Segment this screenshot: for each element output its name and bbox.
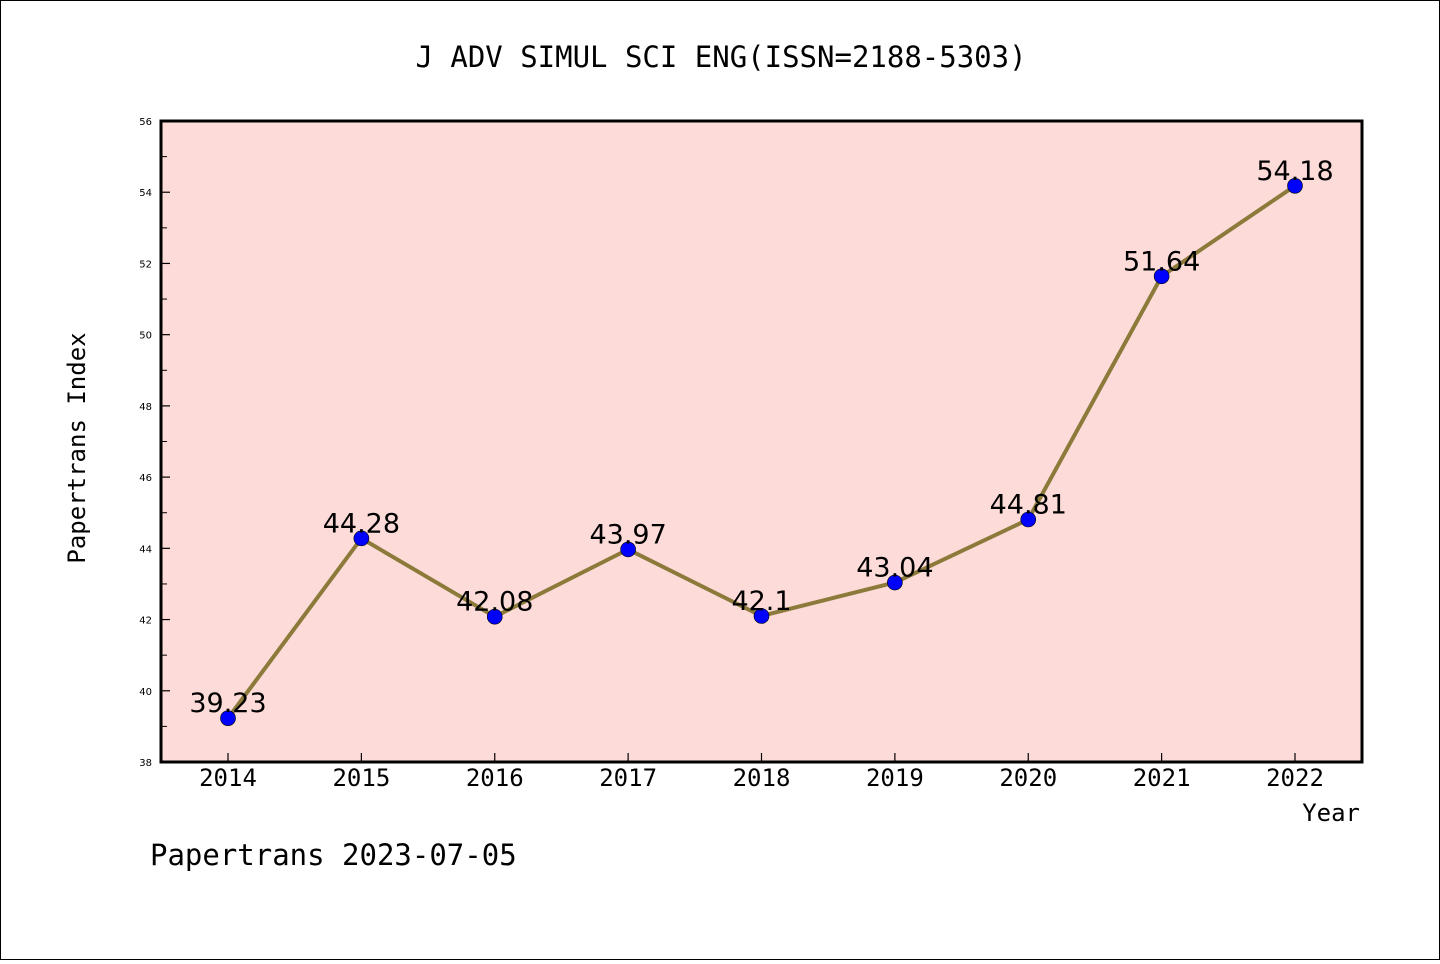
x-tick-label: 2016 (466, 764, 524, 792)
plot-area (159, 119, 1364, 764)
data-label: 42.08 (456, 587, 533, 618)
footer-date-text: Papertrans 2023-07-05 (150, 838, 517, 872)
y-tick-label: 52 (139, 259, 152, 270)
data-label: 44.28 (323, 508, 400, 539)
x-tick-label: 2019 (866, 764, 924, 792)
data-point (753, 608, 770, 624)
data-label: 39.23 (189, 688, 266, 719)
y-tick-label: 40 (139, 687, 152, 698)
x-tick-label: 2015 (332, 764, 390, 792)
y-axis: 38 40 42 44 46 48 50 52 54 56 (139, 117, 170, 769)
data-point (1020, 511, 1037, 528)
data-label: 44.81 (990, 489, 1067, 520)
x-tick-label: 2020 (999, 764, 1057, 792)
data-point (620, 541, 636, 558)
y-tick-label: 44 (139, 544, 152, 555)
data-label: 43.04 (856, 553, 933, 584)
data-point (887, 574, 903, 591)
chart-title: J ADV SIMUL SCI ENG(ISSN=2188-5303) (415, 40, 1026, 74)
y-tick-label: 42 (139, 616, 152, 627)
data-label: 42.1 (731, 586, 791, 617)
x-tick-label: 2017 (599, 764, 657, 792)
x-axis-label: Year (1302, 799, 1360, 827)
x-tick-label: 2021 (1133, 764, 1191, 792)
x-tick-label: 2022 (1266, 764, 1324, 792)
data-point (486, 608, 503, 625)
y-tick-label: 54 (139, 188, 152, 199)
data-label: 43.97 (589, 519, 666, 550)
x-tick-label: 2014 (199, 764, 257, 792)
y-tick-label: 46 (139, 473, 152, 484)
data-point (353, 530, 370, 547)
x-axis: 2014 2015 2016 2017 2018 2019 2020 2021 2022 (199, 753, 1324, 792)
y-axis-label: Papertrans Index (63, 332, 91, 563)
y-tick-label: 50 (139, 331, 152, 342)
data-label: 51.64 (1123, 246, 1200, 277)
data-point (1287, 178, 1303, 194)
x-tick-label: 2018 (733, 764, 791, 792)
data-point (1153, 268, 1170, 285)
data-label: 54.18 (1256, 156, 1333, 187)
y-tick-label: 56 (139, 117, 152, 128)
y-tick-label: 38 (139, 758, 152, 769)
data-point (220, 710, 236, 726)
series-line-group: 39.23 44.28 42.08 43.97 42.1 43.04 44.81 51.64 5… (189, 156, 1334, 726)
y-tick-label: 48 (139, 402, 152, 413)
